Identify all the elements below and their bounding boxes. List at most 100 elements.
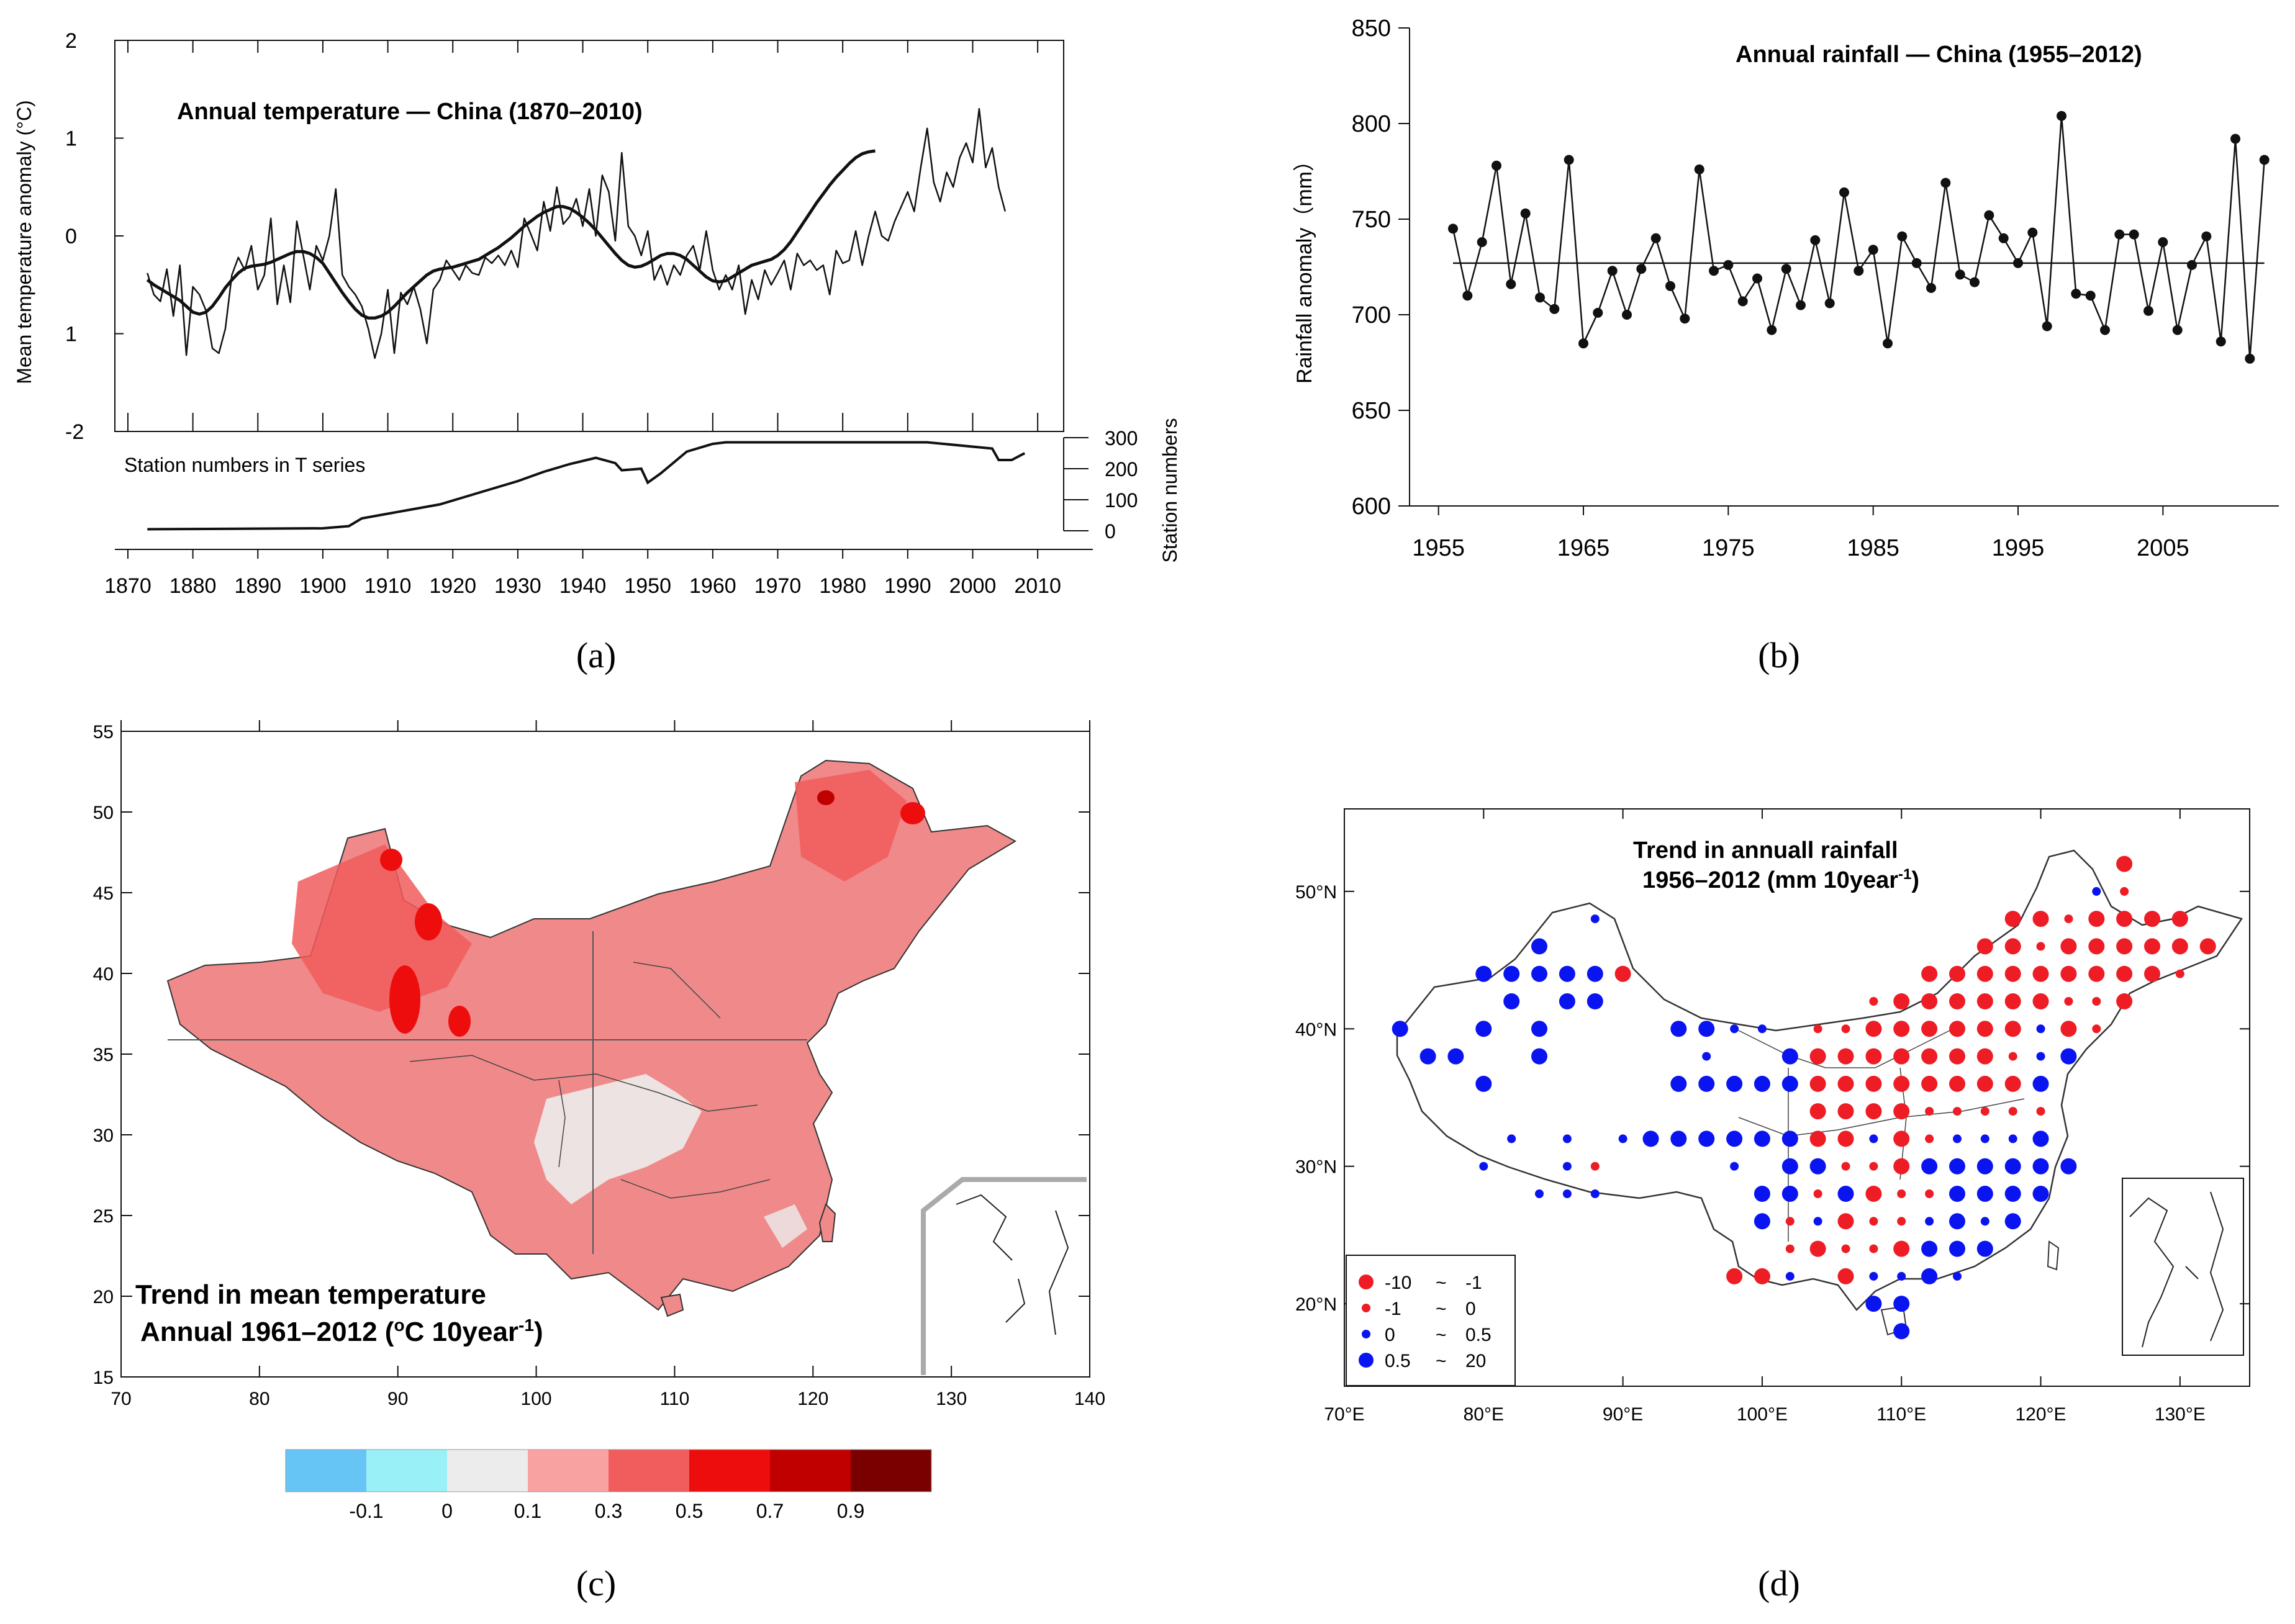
rainfall-point (2057, 111, 2066, 121)
rainfall-trend-point (1475, 965, 1492, 982)
y-tick-label: 1 (65, 323, 77, 346)
rainfall-trend-point (1841, 1162, 1850, 1171)
panel-b-title: Annual rainfall — China (1955–2012) (1736, 42, 2142, 68)
x-tick-label: 1985 (1847, 535, 1899, 561)
hot-spot-6 (448, 1006, 471, 1037)
rainfall-point (1796, 300, 1806, 310)
x-tick-label: 80°E (1464, 1404, 1504, 1425)
series-line-smoothed (146, 149, 876, 320)
rainfall-point (1868, 245, 1878, 255)
rainfall-trend-point (1587, 993, 1603, 1009)
rainfall-trend-point (2116, 855, 2133, 872)
rainfall-point (1998, 233, 2009, 243)
panel-a-y-axis-label: Mean temperature anomaly (°C) (13, 100, 35, 384)
station-tick-label: 100 (1105, 489, 1138, 512)
rainfall-trend-point (1865, 1296, 1882, 1312)
rainfall-trend-point (2144, 965, 2160, 982)
y-tick-label: 1 (65, 127, 77, 151)
x-tick-label: 140 (1074, 1389, 1105, 1409)
panel-a-title: Annual temperature — China (1870–2010) (177, 99, 643, 125)
rainfall-point (1462, 291, 1473, 301)
rainfall-trend-point (1809, 1048, 1826, 1065)
rainfall-trend-point (2032, 911, 2049, 927)
x-tick-label: 1955 (1412, 535, 1465, 561)
rainfall-trend-point (1865, 1021, 1882, 1037)
colorbar-swatch (528, 1450, 609, 1492)
rainfall-trend-point (1590, 1189, 1600, 1198)
rainfall-trend-point (1976, 1021, 1993, 1037)
rainfall-trend-point (2060, 938, 2077, 955)
rainfall-trend-point (1726, 1268, 1743, 1284)
rainfall-trend-point (2175, 969, 2184, 978)
rainfall-trend-point (1562, 1189, 1572, 1198)
rainfall-trend-point (1893, 1296, 1910, 1312)
series-line-annual (147, 108, 1007, 359)
rainfall-trend-point (1953, 1271, 1962, 1281)
rainfall-trend-point (1531, 965, 1547, 982)
rainfall-point (2230, 133, 2240, 144)
rainfall-trend-point (1869, 1244, 1878, 1253)
rainfall-trend-point (1642, 1130, 1659, 1147)
y-tick-label: -2 (65, 420, 84, 444)
rainfall-point (1824, 298, 1835, 309)
y-tick-label: 25 (93, 1206, 114, 1227)
rainfall-trend-point (1559, 993, 1575, 1009)
rainfall-point (1607, 266, 1618, 276)
legend-high: 20 (1465, 1351, 1486, 1371)
rainfall-trend-point (1781, 1130, 1798, 1147)
rainfall-point (2259, 155, 2270, 165)
rainfall-trend-point (1587, 965, 1603, 982)
rainfall-trend-point (1837, 1103, 1854, 1120)
rainfall-trend-point (1949, 1240, 1965, 1257)
rainfall-trend-point (1865, 1075, 1882, 1092)
rainfall-trend-point (1531, 1021, 1547, 1037)
rainfall-trend-point (1702, 1052, 1711, 1061)
panel-a-y-ticks: 2 1 0 1 -2 300 200 100 0 (65, 29, 1138, 543)
rainfall-point (1477, 237, 1487, 247)
rainfall-trend-point (1813, 1024, 1822, 1034)
rainfall-point (1940, 178, 1951, 188)
panel-d-legend: -10 ~ -1 -1 ~0 0 ~0.5 0.5 ~20 (1346, 1255, 1516, 1386)
rainfall-point (2100, 325, 2110, 335)
rainfall-trend-point (1893, 1021, 1910, 1037)
rainfall-trend-point (1893, 1075, 1910, 1092)
rainfall-point (1810, 235, 1821, 245)
station-numbers-line (147, 441, 1026, 531)
rainfall-trend-point (1925, 1217, 1934, 1226)
x-tick-label: 110 (660, 1389, 690, 1409)
y-tick-label: 50°N (1295, 882, 1337, 903)
rainfall-point (2245, 353, 2255, 364)
rainfall-point (1955, 269, 1965, 280)
panel-d-ticks: 70°E 80°E 90°E 100°E 110°E 120°E 130°E 50°N 40°N… (1295, 809, 2250, 1425)
rainfall-trend-point (2036, 1107, 2045, 1116)
rainfall-trend-point (1618, 1134, 1627, 1144)
rainfall-trend-point (1781, 1186, 1798, 1202)
rainfall-trend-point (1809, 1103, 1826, 1120)
rainfall-trend-point (1925, 1134, 1934, 1144)
rainfall-point (1723, 259, 1734, 270)
rainfall-trend-point (1813, 1189, 1822, 1198)
rainfall-trend-point (1980, 1134, 1989, 1144)
rainfall-trend-point (2116, 911, 2133, 927)
panel-d-rainfall-trend-map: 70°E 80°E 90°E 100°E 110°E 120°E 130°E 50°N 40°N… (1295, 808, 2250, 1604)
rainfall-trend-point (1837, 1213, 1854, 1230)
x-tick-label: 130 (936, 1389, 967, 1409)
hainan-island (660, 1293, 684, 1317)
rainfall-trend-point (1809, 1130, 1826, 1147)
x-tick-label: 130°E (2155, 1404, 2206, 1425)
station-tick-label: 200 (1105, 458, 1138, 480)
rainfall-trend-point (2060, 965, 2077, 982)
rainfall-trend-point (2092, 997, 2101, 1006)
panel-b-series (1448, 111, 2270, 364)
rainfall-trend-point (1980, 1107, 1989, 1116)
panel-c-title: Trend in mean temperature (135, 1279, 486, 1310)
rainfall-trend-point (1754, 1213, 1770, 1230)
rainfall-trend-point (1976, 1048, 1993, 1065)
rainfall-trend-point (1698, 1075, 1715, 1092)
rainfall-trend-point (1392, 1021, 1408, 1037)
rainfall-trend-point (1785, 1217, 1795, 1226)
rainfall-trend-point (1921, 1048, 1938, 1065)
y-tick-label: 55 (93, 722, 114, 742)
rainfall-trend-point (1949, 1075, 1965, 1092)
rainfall-point (1636, 264, 1647, 274)
